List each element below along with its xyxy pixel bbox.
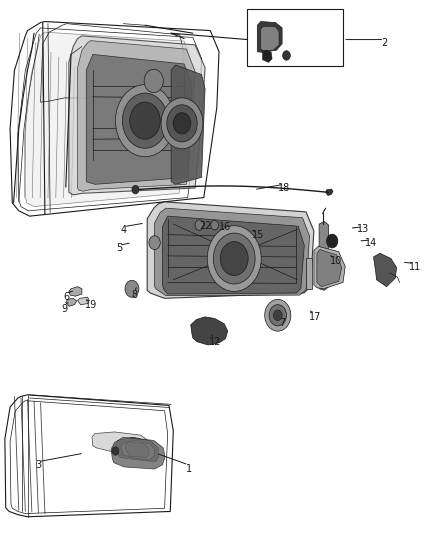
Text: 4: 4 bbox=[120, 225, 126, 236]
Polygon shape bbox=[155, 208, 310, 296]
Text: 12: 12 bbox=[208, 337, 221, 347]
Text: 8: 8 bbox=[131, 290, 137, 300]
Text: 19: 19 bbox=[85, 300, 97, 310]
Circle shape bbox=[130, 102, 160, 139]
Circle shape bbox=[132, 185, 139, 194]
Circle shape bbox=[220, 241, 248, 276]
Polygon shape bbox=[86, 54, 192, 184]
Text: 14: 14 bbox=[365, 238, 378, 248]
Text: 22: 22 bbox=[199, 221, 211, 231]
Text: 10: 10 bbox=[330, 256, 343, 266]
Text: 18: 18 bbox=[278, 183, 290, 193]
Polygon shape bbox=[317, 249, 342, 287]
Bar bbox=[247, 9, 343, 66]
Polygon shape bbox=[69, 36, 205, 195]
Circle shape bbox=[144, 69, 163, 93]
Polygon shape bbox=[191, 317, 228, 345]
Text: 15: 15 bbox=[252, 230, 265, 240]
Circle shape bbox=[125, 280, 139, 297]
Circle shape bbox=[273, 310, 282, 320]
Text: 6: 6 bbox=[64, 292, 70, 302]
Polygon shape bbox=[116, 437, 159, 462]
Circle shape bbox=[116, 85, 175, 157]
Text: 3: 3 bbox=[35, 461, 42, 470]
Bar bbox=[306, 258, 312, 289]
Text: 17: 17 bbox=[308, 312, 321, 322]
Text: 2: 2 bbox=[381, 38, 388, 48]
Circle shape bbox=[173, 113, 191, 134]
Circle shape bbox=[211, 220, 219, 230]
Text: 5: 5 bbox=[116, 243, 122, 253]
Circle shape bbox=[207, 225, 261, 292]
Circle shape bbox=[161, 98, 203, 149]
Circle shape bbox=[149, 236, 160, 249]
Polygon shape bbox=[92, 432, 150, 455]
Polygon shape bbox=[121, 440, 155, 460]
Polygon shape bbox=[69, 287, 82, 296]
Polygon shape bbox=[147, 202, 314, 298]
Text: 7: 7 bbox=[279, 318, 285, 328]
Text: 9: 9 bbox=[61, 304, 67, 314]
Polygon shape bbox=[261, 26, 279, 51]
Polygon shape bbox=[314, 246, 345, 289]
Polygon shape bbox=[374, 253, 396, 287]
Circle shape bbox=[122, 93, 168, 148]
Polygon shape bbox=[66, 298, 77, 306]
Polygon shape bbox=[319, 221, 328, 290]
Polygon shape bbox=[262, 50, 272, 62]
Circle shape bbox=[269, 305, 286, 326]
Polygon shape bbox=[78, 297, 89, 305]
Text: 1: 1 bbox=[185, 464, 191, 474]
Circle shape bbox=[213, 233, 255, 284]
Text: 16: 16 bbox=[219, 222, 232, 232]
Polygon shape bbox=[171, 65, 205, 184]
Polygon shape bbox=[257, 21, 282, 52]
Circle shape bbox=[112, 447, 119, 455]
Polygon shape bbox=[125, 441, 149, 457]
Circle shape bbox=[265, 300, 291, 331]
Circle shape bbox=[283, 51, 290, 60]
Circle shape bbox=[195, 220, 204, 230]
Polygon shape bbox=[25, 32, 192, 207]
Text: 13: 13 bbox=[357, 224, 369, 235]
Polygon shape bbox=[325, 189, 333, 196]
Polygon shape bbox=[111, 437, 165, 469]
Text: 11: 11 bbox=[409, 262, 421, 271]
Circle shape bbox=[326, 234, 338, 248]
Circle shape bbox=[167, 105, 197, 142]
Polygon shape bbox=[78, 41, 195, 191]
Polygon shape bbox=[162, 216, 304, 294]
